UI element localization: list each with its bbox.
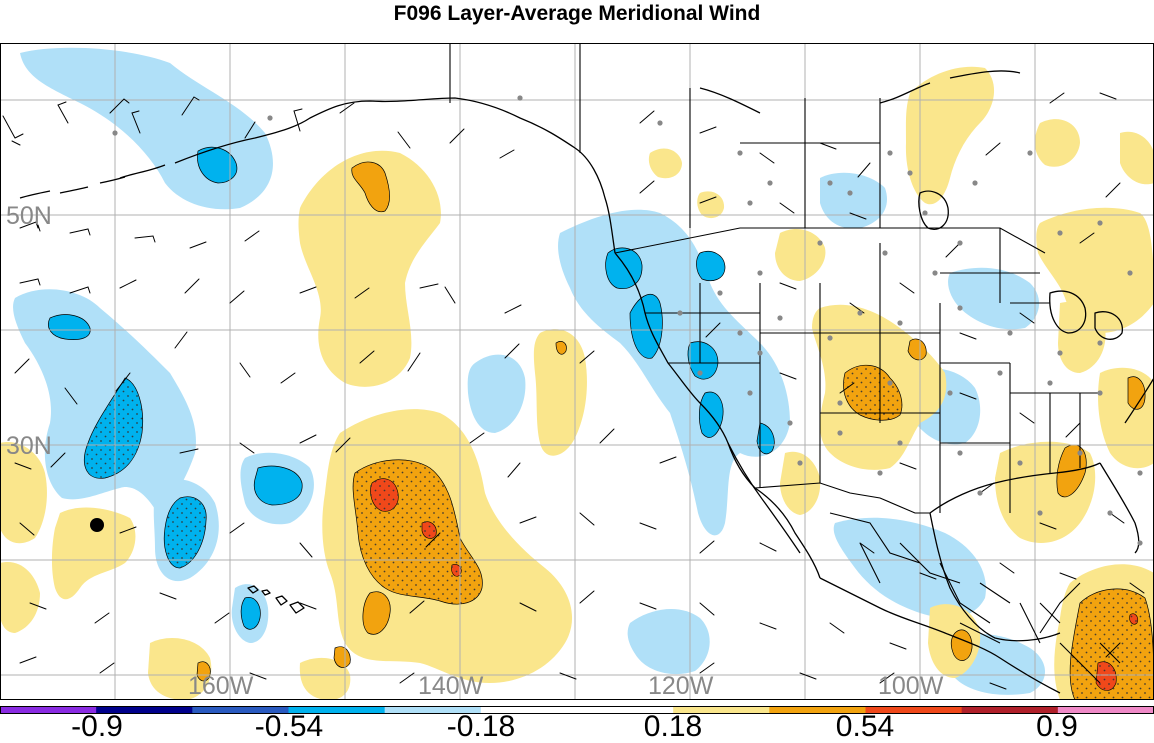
map-title: F096 Layer-Average Meridional Wind: [393, 2, 761, 25]
colorbar-segment: [577, 706, 674, 714]
colorbar-segment: [384, 706, 482, 714]
colorbar-segment: [96, 706, 193, 714]
significance-stipple: [84, 365, 1154, 700]
station-markers: [112, 95, 1143, 546]
highlighted-location-marker: [90, 518, 104, 532]
lat-label-50n: 50N: [6, 202, 52, 230]
political-boundaries: [449, 43, 1121, 684]
lon-label-120w: 120W: [648, 672, 714, 700]
colorbar-segment: [673, 706, 770, 714]
colorbar: [0, 706, 1154, 714]
colorbar-segment: [480, 706, 578, 714]
colorbar-segment: [288, 706, 386, 714]
colorbar-tick-label: -0.54: [254, 710, 324, 743]
coastlines: [19, 70, 1154, 694]
colorbar-tick-label: 0.54: [835, 710, 895, 743]
colorbar-segment: [769, 706, 866, 714]
colorbar-segment: [192, 706, 289, 714]
lon-label-140w: 140W: [418, 672, 484, 700]
wind-barbs: [2, 92, 1145, 690]
colorbar-segment: [1057, 706, 1154, 714]
lat-label-30n: 30N: [6, 432, 52, 460]
lon-label-100w: 100W: [878, 672, 944, 700]
colorbar-tick-label: -0.18: [446, 710, 516, 743]
colorbar-tick-label: 0.9: [1036, 710, 1078, 743]
colorbar-segment: [0, 706, 97, 714]
lon-label-160w: 160W: [188, 672, 254, 700]
colorbar-tick-label: -0.9: [71, 710, 123, 743]
colorbar-segment: [961, 706, 1059, 714]
colorbar-segment: [865, 706, 963, 714]
colorbar-tick-label: 0.18: [643, 710, 703, 743]
weather-map: [0, 43, 1154, 700]
